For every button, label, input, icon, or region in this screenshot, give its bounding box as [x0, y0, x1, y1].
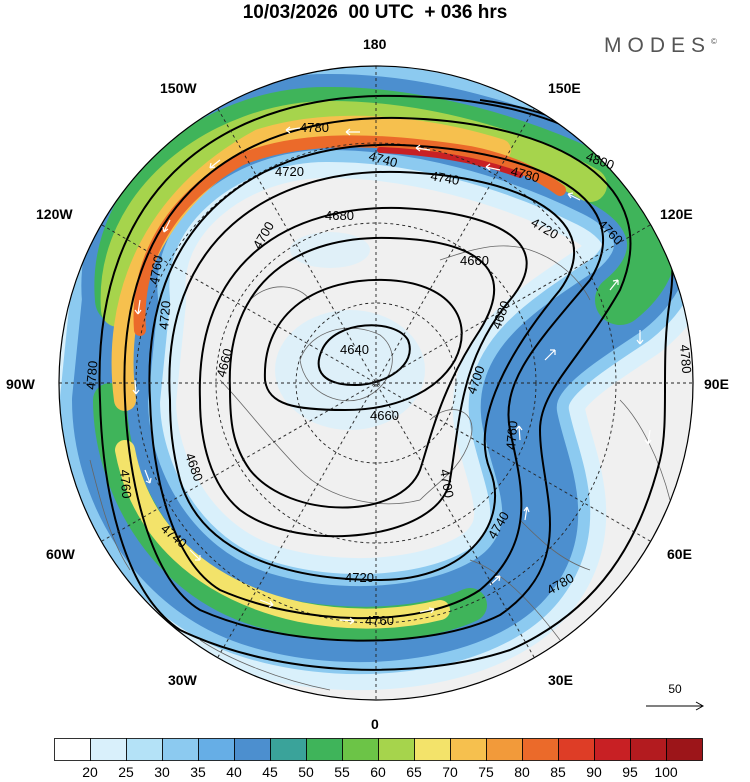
colorbar-tick-label: 80 — [514, 764, 530, 780]
contour-label: 4780 — [300, 120, 329, 135]
reference-arrow-icon — [646, 701, 705, 711]
colorbar-tick-label: 50 — [298, 764, 314, 780]
reference-vector: 50 — [640, 682, 710, 722]
contour-label: 4720 — [156, 300, 173, 330]
lon-label-60w: 60W — [46, 546, 75, 562]
map-boundary — [58, 65, 694, 701]
lon-label-180: 180 — [363, 36, 387, 52]
contour-4700 — [198, 206, 528, 538]
contour-label: 4720 — [345, 570, 374, 585]
brand-name: MODES — [604, 34, 712, 57]
contour-label: 4740 — [367, 148, 399, 170]
colorbar-swatch — [234, 738, 271, 761]
colorbar-tick-label: 75 — [478, 764, 494, 780]
colorbar-swatch — [270, 738, 307, 761]
colorbar-swatch — [666, 738, 703, 761]
contour-label: 4780 — [677, 344, 694, 374]
contour-4740 — [148, 143, 604, 620]
colorbar-swatch — [486, 738, 523, 761]
colorbar-tick-label: 90 — [586, 764, 602, 780]
colorbar-tick-label: 45 — [262, 764, 278, 780]
colorbar-tick-label: 85 — [550, 764, 566, 780]
contour-label: 4720 — [275, 164, 304, 179]
lon-label-60e: 60E — [667, 546, 692, 562]
modes-logo: MODES© — [604, 34, 717, 58]
contour-4640 — [317, 324, 411, 387]
contour-label: 4740 — [429, 168, 460, 188]
lon-label-30w: 30W — [168, 672, 197, 688]
contour-4720 — [168, 170, 575, 582]
contour-label: 4760 — [117, 469, 134, 499]
colorbar-tick-label: 95 — [622, 764, 638, 780]
lon-label-150e: 150E — [548, 80, 581, 96]
copyright-mark: © — [711, 37, 717, 46]
meridians — [59, 66, 693, 700]
contour-label: 4700 — [437, 468, 457, 499]
colorbar-swatch — [630, 738, 667, 761]
colorbar-swatch — [126, 738, 163, 761]
wind-band-75 — [111, 115, 511, 411]
contour-label: 4780 — [83, 360, 100, 390]
contour-labels: 4640 4660 4660 4660 4680 4680 4680 4700 … — [83, 120, 694, 628]
colorbar-tick-label: 25 — [118, 764, 134, 780]
lon-label-90w: 90W — [6, 376, 35, 392]
contour-label: 4680 — [325, 208, 354, 223]
colorbar — [54, 738, 703, 761]
contour-label: 4780 — [509, 163, 541, 185]
colorbar-swatch — [522, 738, 559, 761]
lon-label-120e: 120E — [660, 206, 693, 222]
wind-band-95 — [377, 147, 523, 178]
colorbar-tick-label: 65 — [406, 764, 422, 780]
contour-label: 4760 — [146, 254, 166, 285]
colorbar-swatch — [90, 738, 127, 761]
reference-vector-label: 50 — [668, 682, 682, 696]
contour-label: 4760 — [503, 420, 520, 450]
colorbar-swatch — [414, 738, 451, 761]
wind-vectors — [132, 126, 652, 625]
colorbar-swatch — [450, 738, 487, 761]
colorbar-swatch — [198, 738, 235, 761]
lon-label-90e: 90E — [704, 376, 729, 392]
colorbar-tick-label: 60 — [370, 764, 386, 780]
contour-label: 4660 — [460, 253, 489, 268]
colorbar-tick-label: 35 — [190, 764, 206, 780]
colorbar-tick-label: 100 — [654, 764, 678, 780]
contour-4660 — [263, 278, 463, 412]
wind-speed-shading — [59, 66, 693, 691]
contour-4780 — [98, 94, 674, 671]
colorbar-tick-label: 70 — [442, 764, 458, 780]
lon-label-150w: 150W — [160, 80, 197, 96]
colorbar-swatch — [306, 738, 343, 761]
interior-wind-patch — [275, 310, 425, 430]
contour-label: 4660 — [213, 347, 235, 379]
colorbar-swatch — [594, 738, 631, 761]
interior-wind-patch-north — [290, 232, 370, 268]
map-title: 10/03/2026 00 UTC + 036 hrs — [242, 2, 508, 23]
colorbar-swatch — [54, 738, 91, 761]
contour-4680 — [228, 236, 495, 509]
colorbar-swatch — [378, 738, 415, 761]
colorbar-tick-label: 30 — [154, 764, 170, 780]
wind-band-85 — [133, 135, 566, 336]
colorbar-swatch — [558, 738, 595, 761]
colorbar-tick-label: 20 — [82, 764, 98, 780]
lon-label-120w: 120W — [36, 206, 73, 222]
lon-label-0: 0 — [371, 716, 379, 732]
contour-label: 4660 — [370, 408, 399, 423]
contour-4760 — [123, 116, 632, 642]
colorbar-swatch — [162, 738, 199, 761]
colorbar-tick-label: 40 — [226, 764, 242, 780]
colorbar-swatch — [342, 738, 379, 761]
contour-label: 4760 — [365, 613, 394, 628]
lon-label-30e: 30E — [548, 672, 573, 688]
contour-label: 4640 — [340, 342, 369, 357]
colorbar-tick-label: 55 — [334, 764, 350, 780]
